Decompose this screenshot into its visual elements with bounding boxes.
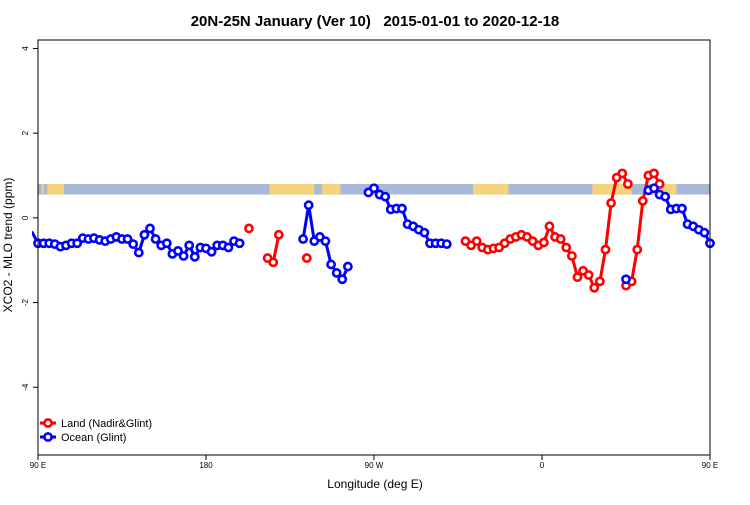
data-point xyxy=(331,268,342,278)
data-point xyxy=(150,234,161,244)
data-point xyxy=(337,274,348,285)
x-axis: 90 E 180 90 W 0 90 E xyxy=(30,455,718,470)
data-point xyxy=(649,183,659,194)
data-point xyxy=(622,179,633,189)
data-point xyxy=(600,244,611,255)
x-axis-label: Longitude (deg E) xyxy=(327,477,422,491)
data-point xyxy=(206,246,217,257)
series-layer xyxy=(32,168,715,293)
land-segment xyxy=(652,183,677,195)
data-point xyxy=(561,242,572,253)
data-point xyxy=(342,261,353,272)
data-point xyxy=(173,245,183,256)
legend-label: Land (Nadir&Glint) xyxy=(61,418,152,430)
land-segment xyxy=(321,183,341,195)
data-point xyxy=(273,229,284,240)
legend: Land (Nadir&Glint) Ocean (Glint) xyxy=(40,418,152,444)
data-point xyxy=(326,259,336,270)
data-point xyxy=(178,251,189,261)
data-point xyxy=(538,237,549,248)
data-point xyxy=(419,227,430,238)
data-point xyxy=(189,251,200,262)
data-point xyxy=(699,227,710,238)
data-point xyxy=(145,223,155,234)
data-point xyxy=(617,168,628,179)
y-tick-label: 4 xyxy=(21,46,30,51)
legend-marker xyxy=(43,418,53,428)
data-point xyxy=(223,242,234,253)
data-point xyxy=(594,276,605,287)
data-point xyxy=(72,238,83,249)
data-point xyxy=(133,247,144,258)
data-point xyxy=(660,191,671,202)
y-tick-label: 2 xyxy=(21,130,30,135)
y-tick-label: -4 xyxy=(21,383,30,391)
data-point xyxy=(632,244,643,255)
series-land xyxy=(244,168,665,293)
land-segment xyxy=(269,183,315,195)
chart-title: 20N-25N January (Ver 10) 2015-01-01 to 2… xyxy=(191,13,560,30)
data-point xyxy=(621,274,631,285)
data-point xyxy=(244,223,254,234)
data-point xyxy=(397,203,407,214)
data-point xyxy=(589,282,600,293)
data-point xyxy=(677,203,687,214)
x-tick-label: 90 E xyxy=(702,461,718,470)
legend-marker xyxy=(43,432,53,442)
data-point xyxy=(234,238,245,249)
data-point xyxy=(555,234,566,244)
data-point xyxy=(122,234,133,244)
legend-label: Ocean (Glint) xyxy=(61,432,126,444)
data-point xyxy=(268,257,279,268)
data-point xyxy=(441,239,452,250)
data-point xyxy=(369,183,379,194)
x-tick-label: 180 xyxy=(199,461,213,470)
data-point xyxy=(139,229,150,240)
data-point xyxy=(544,221,555,232)
data-point xyxy=(566,251,577,261)
x-tick-label: 0 xyxy=(540,461,545,470)
y-tick-label: 0 xyxy=(21,215,30,220)
data-point xyxy=(184,240,195,251)
data-point xyxy=(161,238,172,249)
y-tick-label: -2 xyxy=(21,298,30,306)
data-point xyxy=(572,272,583,283)
data-point xyxy=(583,270,594,280)
data-point xyxy=(320,236,331,247)
data-point xyxy=(380,191,391,202)
land-segment xyxy=(47,183,65,195)
data-point xyxy=(301,253,312,263)
data-point xyxy=(128,239,139,250)
series-ocean xyxy=(32,183,715,285)
land-segment xyxy=(41,183,44,195)
land-segment xyxy=(472,183,509,195)
x-tick-label: 90 E xyxy=(30,461,46,470)
data-point xyxy=(649,168,659,179)
land-segment xyxy=(592,183,632,195)
data-point xyxy=(606,198,616,208)
data-point xyxy=(303,200,314,211)
y-axis-label: XCO2 - MLO trend (ppm) xyxy=(1,178,15,313)
y-axis: 4 2 0 -2 -4 xyxy=(21,46,38,391)
data-point xyxy=(298,234,308,244)
data-point xyxy=(637,196,648,206)
data-point xyxy=(471,236,482,247)
x-tick-label: 90 W xyxy=(365,461,384,470)
